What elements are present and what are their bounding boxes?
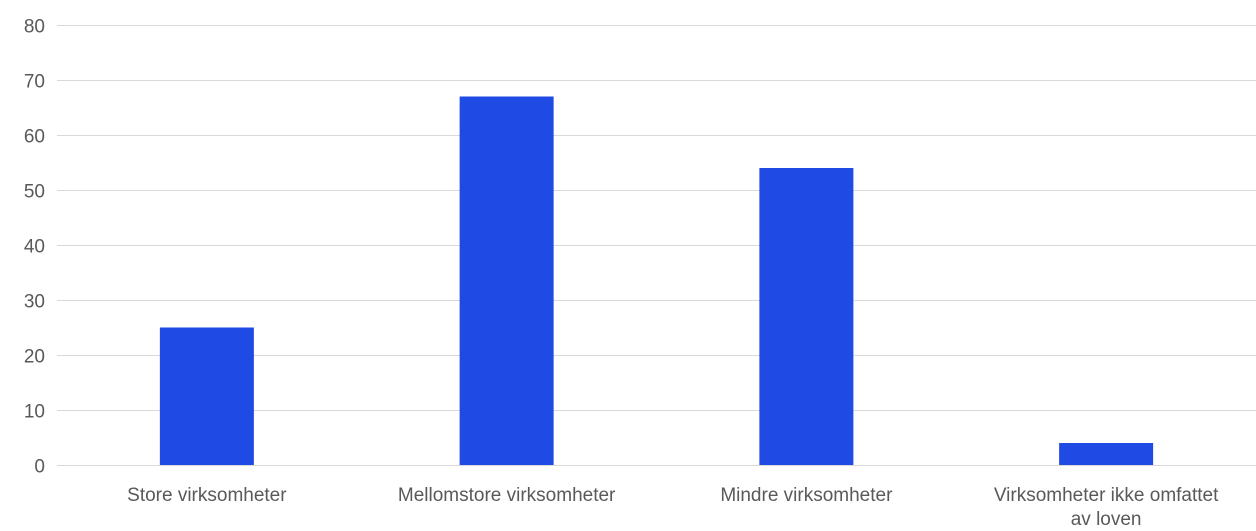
x-category-label-line: av loven <box>1071 509 1142 530</box>
x-category-label-line: Mellomstore virksomheter <box>398 485 616 506</box>
x-category-label: Virksomheter ikke omfattet av loven <box>994 485 1219 530</box>
bar <box>459 96 554 465</box>
y-tick-label: 70 <box>24 72 45 93</box>
y-axis-tick-labels: 0 10 20 30 40 50 60 70 80 <box>24 17 45 478</box>
y-tick-label: 60 <box>24 127 45 148</box>
bar <box>759 168 854 465</box>
x-category-label: Store virksomheter <box>127 485 287 506</box>
bars <box>159 96 1154 465</box>
y-tick-label: 30 <box>24 292 45 313</box>
y-tick-label: 50 <box>24 182 45 203</box>
y-tick-label: 20 <box>24 347 45 368</box>
y-tick-label: 0 <box>34 457 45 478</box>
bar <box>1059 443 1154 465</box>
x-category-label-line: Mindre virksomheter <box>720 485 893 506</box>
x-category-label-line: Store virksomheter <box>127 485 287 506</box>
y-tick-label: 10 <box>24 402 45 423</box>
y-tick-label: 80 <box>24 17 45 38</box>
y-tick-label: 40 <box>24 237 45 258</box>
gridlines <box>57 25 1256 466</box>
x-category-label: Mindre virksomheter <box>720 485 893 506</box>
bar <box>159 327 254 465</box>
x-axis-category-labels: Store virksomheter Mellomstore virksomhet… <box>127 485 1219 530</box>
x-category-label-line: Virksomheter ikke omfattet <box>994 485 1219 506</box>
x-category-label: Mellomstore virksomheter <box>398 485 616 506</box>
